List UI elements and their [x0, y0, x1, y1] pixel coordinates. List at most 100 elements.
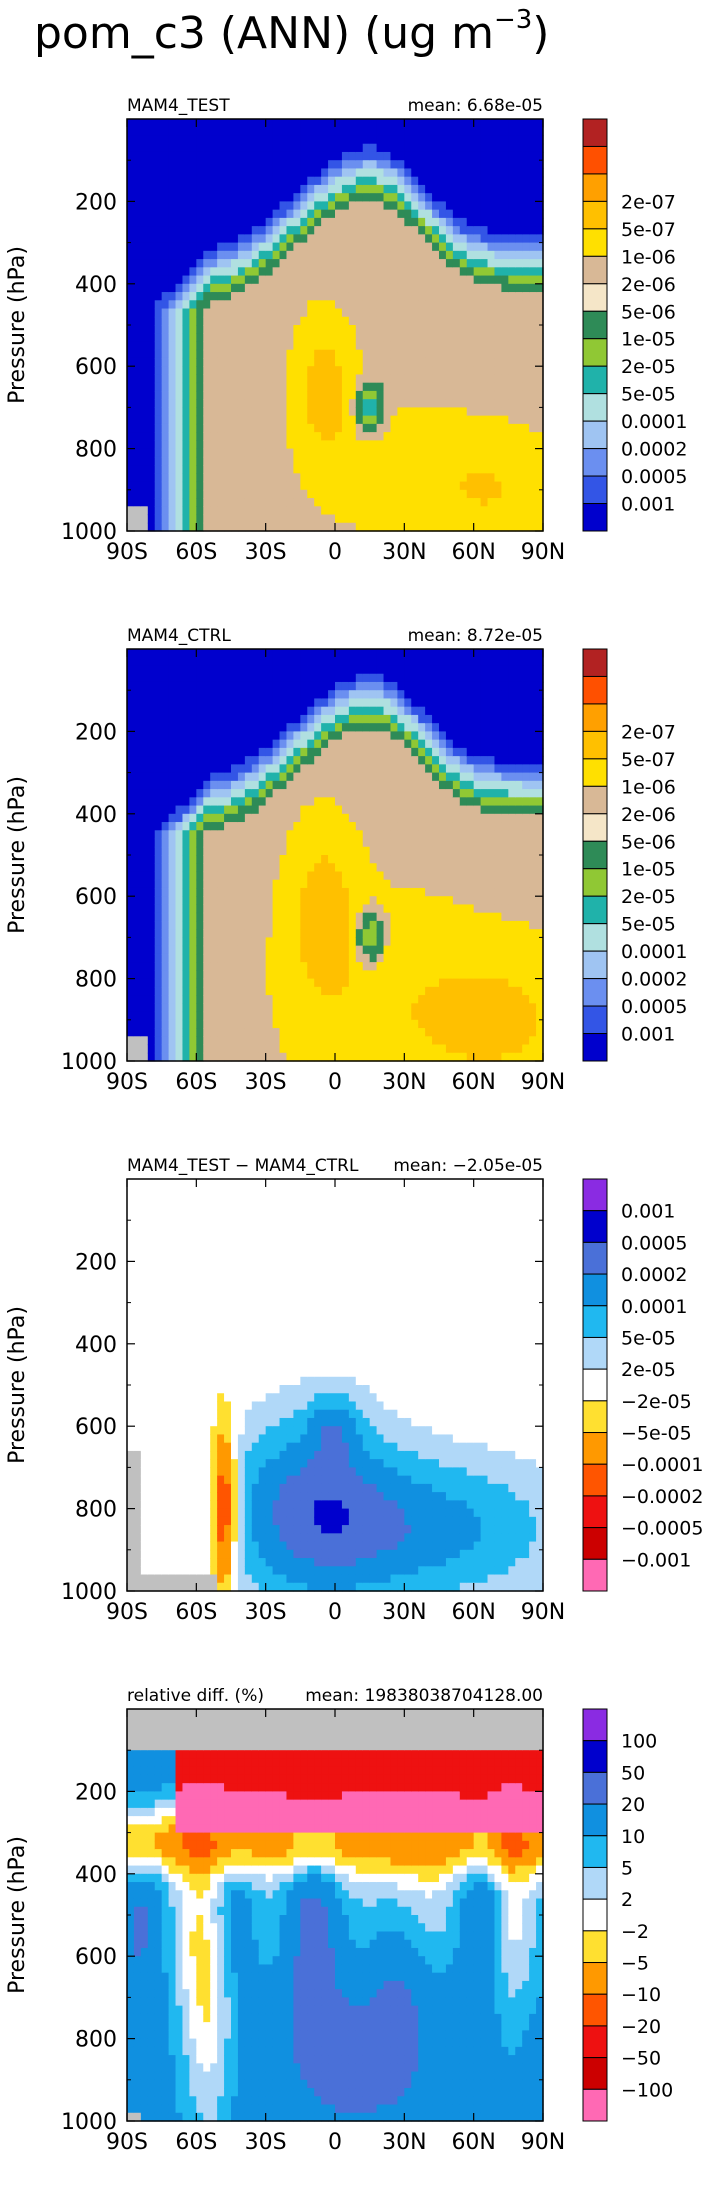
field-cell	[425, 424, 433, 433]
field-cell	[203, 144, 211, 153]
field-cell	[342, 160, 350, 169]
field-cell	[363, 333, 371, 342]
field-cell	[238, 292, 246, 301]
field-cell	[259, 871, 267, 880]
field-cell	[377, 855, 385, 864]
field-cell	[377, 383, 385, 392]
field-cell	[446, 127, 454, 136]
field-cell	[314, 490, 322, 499]
field-cell	[169, 937, 177, 946]
field-cell	[224, 325, 232, 334]
field-cell	[286, 374, 294, 383]
field-cell	[418, 201, 426, 210]
field-cell	[155, 490, 163, 499]
field-cell	[328, 193, 336, 202]
field-cell	[432, 424, 440, 433]
field-cell	[467, 210, 475, 219]
field-cell	[176, 515, 184, 524]
field-cell	[349, 723, 357, 732]
field-cell	[210, 490, 218, 499]
field-cell	[474, 407, 482, 416]
field-cell	[224, 896, 232, 905]
field-cell	[488, 465, 496, 474]
field-cell	[162, 723, 170, 732]
field-cell	[155, 674, 163, 683]
field-cell	[453, 144, 461, 153]
field-cell	[390, 698, 398, 707]
field-cell	[293, 168, 301, 177]
field-cell	[300, 465, 308, 474]
field-cell	[169, 1036, 177, 1045]
field-cell	[501, 160, 509, 169]
field-cell	[363, 839, 371, 848]
field-cell	[224, 201, 232, 210]
field-cell	[356, 880, 364, 889]
field-cell	[217, 135, 225, 144]
field-cell	[155, 929, 163, 938]
field-cell	[314, 781, 322, 790]
field-cell	[349, 358, 357, 367]
field-cell	[210, 424, 218, 433]
field-cell	[370, 962, 378, 971]
field-cell	[238, 160, 246, 169]
field-cell	[307, 218, 315, 227]
field-cell	[148, 690, 156, 699]
field-cell	[231, 135, 239, 144]
field-cell	[349, 309, 357, 318]
field-cell	[224, 756, 232, 765]
field-cell	[134, 127, 142, 136]
field-cell	[384, 119, 392, 128]
field-cell	[515, 201, 523, 210]
field-cell	[328, 251, 336, 260]
field-cell	[370, 904, 378, 913]
field-cell	[182, 119, 190, 128]
field-cell	[328, 226, 336, 235]
field-cell	[266, 888, 274, 897]
field-cell	[481, 267, 489, 276]
field-cell	[446, 160, 454, 169]
colorbar-swatch	[583, 394, 607, 421]
field-cell	[293, 210, 301, 219]
field-cell	[293, 830, 301, 839]
field-cell	[508, 177, 516, 186]
field-cell	[273, 276, 281, 285]
field-cell	[162, 449, 170, 458]
field-cell	[293, 690, 301, 699]
field-cell	[224, 210, 232, 219]
field-cell	[210, 309, 218, 318]
field-cell	[203, 210, 211, 219]
field-cell	[148, 168, 156, 177]
field-cell	[134, 871, 142, 880]
field-cell	[280, 855, 288, 864]
field-cell	[384, 896, 392, 905]
field-cell	[155, 152, 163, 161]
field-cell	[307, 954, 315, 963]
field-cell	[217, 490, 225, 499]
field-cell	[210, 210, 218, 219]
field-cell	[182, 814, 190, 823]
field-cell	[210, 682, 218, 691]
field-cell	[141, 251, 149, 260]
field-cell	[189, 358, 197, 367]
field-cell	[314, 888, 322, 897]
field-cell	[356, 781, 364, 790]
field-cell	[307, 1020, 315, 1029]
field-cell	[328, 259, 336, 268]
field-cell	[238, 880, 246, 889]
field-cell	[453, 243, 461, 252]
field-cell	[293, 465, 301, 474]
field-cell	[404, 127, 412, 136]
field-cell	[501, 284, 509, 293]
field-cell	[377, 929, 385, 938]
field-cell	[370, 276, 378, 285]
field-cell	[446, 399, 454, 408]
field-cell	[342, 1012, 350, 1021]
field-cell	[328, 962, 336, 971]
field-cell	[245, 806, 253, 815]
field-cell	[210, 127, 218, 136]
field-cell	[508, 498, 516, 507]
field-cell	[349, 995, 357, 1004]
field-cell	[342, 707, 350, 716]
field-cell	[189, 789, 197, 798]
field-cell	[370, 300, 378, 309]
